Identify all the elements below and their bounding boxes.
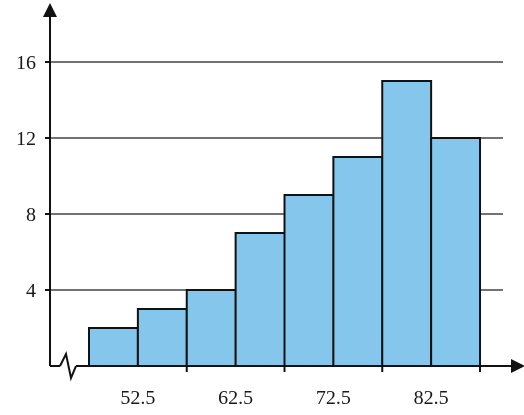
bar-5 [283,194,335,367]
y-tick-label-8: 8 [26,204,36,226]
bar-3 [185,289,237,367]
bar-1 [88,327,139,367]
bar-2 [136,308,188,367]
tick-labels: 4 8 12 16 52.5 62.5 72.5 82.5 [16,52,449,409]
x-tick-label-72.5: 72.5 [316,387,351,409]
x-tick-label-82.5: 82.5 [414,387,449,409]
bar-8 [430,137,481,367]
x-tick-label-52.5: 52.5 [120,387,155,409]
y-tick-label-12: 12 [16,128,36,150]
y-tick-label-16: 16 [16,52,36,74]
axis-break-symbol [59,350,77,382]
y-tick-label-4: 4 [26,280,36,302]
bar-7 [381,80,433,367]
axes [43,3,524,382]
x-tick-label-62.5: 62.5 [218,387,253,409]
bar-6 [332,156,384,367]
bars [88,80,481,367]
bar-4 [234,232,286,367]
